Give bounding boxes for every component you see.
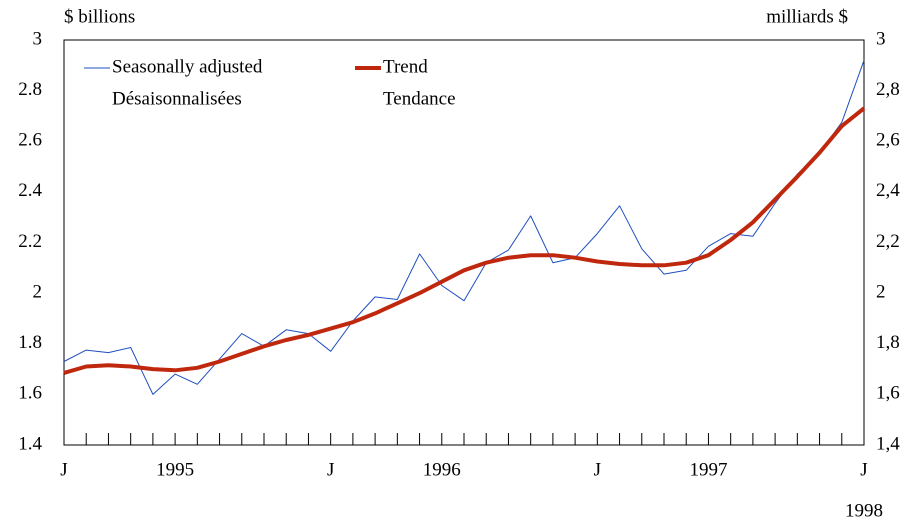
- x-tick-label: J: [594, 459, 601, 480]
- y-tick-label: 1.4: [18, 433, 42, 454]
- y2-tick-label: 2,2: [876, 231, 900, 252]
- y2-axis-label: milliards $: [766, 6, 848, 27]
- y-tick-label: 2: [33, 281, 43, 302]
- y2-tick-label: 1,8: [876, 332, 900, 353]
- x-annotation: 1998: [845, 500, 883, 521]
- y2-tick-label: 2,8: [876, 79, 900, 100]
- x-tick-label: J: [860, 459, 867, 480]
- y2-tick-label: 1,6: [876, 383, 900, 404]
- legend-label-fr: Tendance: [383, 88, 456, 109]
- y2-tick-label: 2: [876, 281, 886, 302]
- x-tick-label: 1996: [423, 459, 461, 480]
- y-tick-label: 2.2: [18, 231, 42, 252]
- x-tick-label: 1995: [156, 459, 194, 480]
- y-tick-label: 2.8: [18, 79, 42, 100]
- y-tick-label: 2.6: [18, 130, 42, 151]
- y-axis-label: $ billions: [64, 6, 135, 27]
- y-tick-label: 2.4: [18, 180, 42, 201]
- y-tick-label: 3: [33, 28, 43, 49]
- y-tick-label: 1.8: [18, 332, 42, 353]
- x-tick-label: J: [60, 459, 67, 480]
- x-tick-label: 1997: [689, 459, 727, 480]
- legend-label: Seasonally adjusted: [112, 56, 263, 77]
- legend-label: Trend: [383, 56, 428, 77]
- y2-tick-label: 2,6: [876, 130, 900, 151]
- series-line: [63, 106, 866, 375]
- x-tick-label: J: [327, 459, 334, 480]
- y2-tick-label: 3: [876, 28, 886, 49]
- y2-tick-label: 2,4: [876, 180, 900, 201]
- y-tick-label: 1.6: [18, 383, 42, 404]
- legend-label-fr: Désaisonnalisées: [112, 88, 242, 109]
- series-line: [63, 60, 865, 395]
- y2-tick-label: 1,4: [876, 433, 900, 454]
